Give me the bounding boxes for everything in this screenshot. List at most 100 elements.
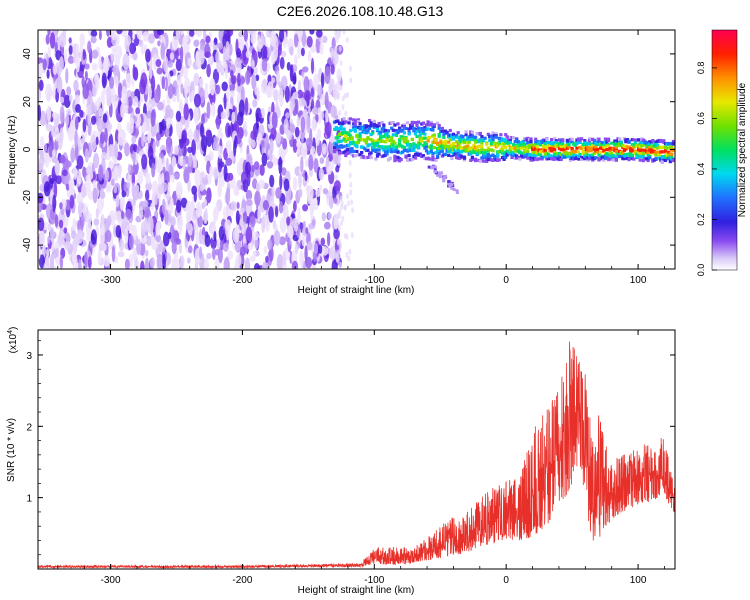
spectrogram-noise-cell — [276, 70, 280, 85]
spectrogram-noise-cell — [162, 198, 166, 216]
spectrogram-noise-cell — [111, 245, 116, 263]
spectrogram-signal-cell — [391, 143, 395, 147]
spectrogram-noise-cell — [217, 131, 224, 141]
spectrogram-signal-cell — [434, 158, 438, 162]
spectrogram-noise-cell — [168, 163, 174, 176]
spectrogram-signal-cell — [450, 134, 454, 139]
spectrogram-signal-cell — [505, 135, 509, 139]
spectrogram-noise-cell — [180, 83, 184, 95]
spectrogram-noise-cell — [54, 214, 59, 228]
spectrogram-signal-cell — [537, 157, 541, 161]
spectrogram-noise-cell — [213, 230, 217, 242]
spectrogram-signal-cell — [671, 139, 675, 144]
spectrogram-signal-cell — [339, 127, 343, 131]
spectrogram-noise-cell — [260, 31, 264, 48]
spectrogram-signal-cell — [356, 140, 361, 145]
spectrogram-noise-cell — [132, 96, 139, 107]
spectrogram-signal-cell — [667, 157, 671, 161]
spectrogram-noise-cell — [319, 41, 324, 55]
spectrogram-noise-cell — [165, 125, 170, 139]
x-tick-label: 100 — [630, 575, 647, 586]
spectrogram-signal-cell — [428, 135, 432, 139]
spectrogram-noise-cell — [133, 184, 140, 201]
spectrogram-noise-cell — [59, 255, 64, 269]
spectrogram-noise-cell — [338, 109, 342, 116]
spectrogram-signal-cell — [480, 141, 484, 145]
spectrogram-signal-cell — [355, 143, 359, 148]
spectrogram-noise-cell — [83, 206, 87, 214]
spectrogram-noise-cell — [165, 157, 169, 172]
spectrogram-signal-cell — [436, 154, 440, 158]
spectrogram-noise-cell — [187, 257, 191, 264]
spectrogram-signal-cell — [502, 142, 506, 146]
spectrogram-noise-cell — [68, 45, 73, 55]
spectrogram-signal-cell — [448, 150, 452, 154]
spectrogram-signal-cell — [445, 130, 449, 135]
spectrogram-noise-cell — [279, 173, 283, 190]
spectrogram-noise-cell — [201, 135, 208, 152]
spectrogram-signal-cell — [458, 141, 462, 145]
spectrogram-noise-cell — [305, 137, 312, 151]
spectrogram-noise-cell — [252, 99, 258, 108]
spectrogram-noise-cell — [179, 100, 183, 114]
spectrogram-signal-cell — [659, 138, 663, 143]
spectrogram-noise-cell — [82, 118, 87, 133]
spectrogram-signal-cell — [510, 155, 514, 159]
spectrogram-noise-cell — [118, 238, 125, 252]
spectrogram-noise-cell — [293, 54, 298, 66]
spectrogram-noise-cell — [227, 250, 234, 260]
spectrogram-signal-cell — [438, 172, 442, 176]
spectrogram-noise-cell — [106, 98, 112, 107]
spectrogram-noise-cell — [113, 185, 118, 194]
spectrogram-signal-cell — [375, 127, 380, 131]
spectrogram-signal-cell — [575, 146, 579, 150]
spectrogram-signal-cell — [464, 130, 468, 134]
spectrogram-noise-cell — [49, 177, 55, 185]
spectrogram-noise-cell — [279, 236, 286, 246]
spectrogram-signal-cell — [413, 156, 418, 160]
spectrogram-noise-cell — [204, 154, 212, 163]
spectrogram-signal-cell — [573, 143, 577, 147]
spectrogram-signal-cell — [447, 153, 451, 157]
x-tick-label: 0 — [503, 275, 509, 286]
spectrogram-noise-cell — [46, 105, 52, 122]
spectrogram-signal-cell — [459, 150, 463, 154]
spectrogram-noise-cell — [251, 138, 256, 149]
spectrogram-noise-cell — [189, 30, 195, 37]
spectrogram-signal-cell — [553, 147, 557, 151]
spectrogram-signal-cell — [445, 144, 449, 148]
spectrogram-noise-cell — [330, 245, 336, 261]
spectrogram-noise-cell — [166, 137, 172, 155]
spectrogram-noise-cell — [124, 228, 129, 244]
spectrogram-signal-cell — [648, 148, 652, 152]
x-tick-label: -200 — [232, 575, 252, 586]
snr-y-multiplier: (x104) — [7, 327, 19, 354]
spectrogram-signal-cell — [570, 146, 574, 150]
spectrogram-noise-cell — [45, 34, 50, 45]
spectrogram-noise-cell — [111, 43, 118, 54]
spectrogram-signal-cell — [646, 144, 650, 148]
spectrogram-signal-cell — [491, 158, 495, 162]
spectrogram-signal-cell — [352, 140, 356, 144]
spectrogram-signal-cell — [638, 150, 642, 154]
snr-x-ticks: -300 -200 -100 0 100 — [57, 330, 665, 586]
spectrogram-signal-cell — [469, 150, 473, 154]
spectrogram-noise-cell — [271, 111, 278, 129]
spectrogram-signal-cell — [583, 139, 587, 143]
spectrogram-noise-cell — [92, 84, 97, 97]
spectrogram-noise-cell — [105, 30, 111, 37]
spectrogram-noise-cell — [136, 238, 142, 256]
spectrogram-signal-cell — [333, 150, 337, 154]
spectrogram-signal-cell — [570, 139, 574, 144]
spectrogram-noise-cell — [349, 124, 353, 131]
spectrogram-noise-cell — [315, 189, 321, 197]
spectrogram-signal-cell — [491, 137, 495, 141]
spectrogram-signal-cell — [502, 157, 506, 161]
spectrogram-noise-cell — [122, 30, 127, 39]
spectrogram-signal-cell — [584, 151, 588, 155]
spectrogram-noise-cell — [323, 221, 331, 230]
spectrogram-noise-cell — [191, 90, 195, 102]
spectrogram-noise-cell — [64, 49, 68, 64]
spectrogram-signal-cell — [396, 131, 400, 135]
spectrogram-signal-cell — [616, 152, 620, 156]
